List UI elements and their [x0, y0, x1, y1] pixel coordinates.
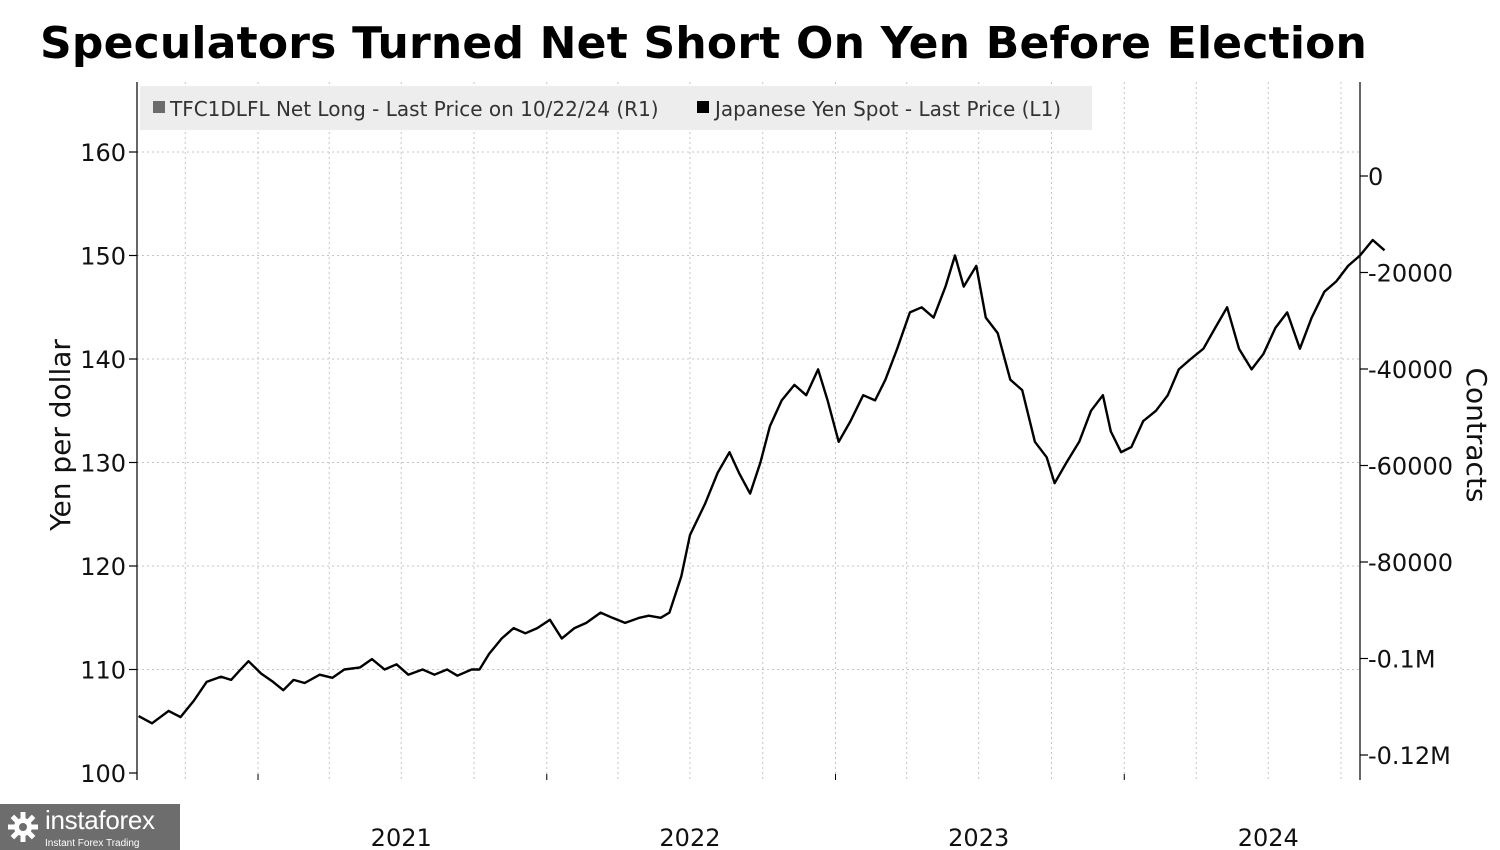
legend-swatch-bars	[153, 101, 165, 113]
tick-labels: 100 110 120 130 140 150 160 0 -20000 -40000 -60000…	[80, 139, 1453, 850]
right-axis-label: Contracts	[1460, 367, 1493, 502]
chart-title: Speculators Turned Net Short On Yen Befo…	[40, 18, 1368, 69]
grid	[137, 82, 1360, 780]
legend-label-line: Japanese Yen Spot - Last Price (L1)	[713, 97, 1061, 121]
left-tick-label: 100	[80, 760, 126, 788]
right-tick-label: 0	[1368, 163, 1383, 191]
left-tick-label: 140	[80, 346, 126, 374]
legend-background	[140, 86, 1092, 130]
watermark-brand: instaforex	[45, 805, 155, 835]
left-tick-label: 150	[80, 243, 126, 271]
right-tick-label: -40000	[1368, 356, 1453, 384]
x-tick-label: 2021	[371, 824, 432, 850]
left-tick-label: 110	[80, 657, 126, 685]
legend-swatch-line	[697, 101, 709, 113]
yen-line-layer	[138, 238, 1386, 725]
left-axis-label: Yen per dollar	[44, 339, 77, 532]
watermark-logo: instaforex Instant Forex Trading	[0, 804, 180, 850]
left-tick-label: 120	[80, 553, 126, 581]
right-tick-label: -0.12M	[1368, 742, 1451, 770]
x-tick-label: 2024	[1238, 824, 1299, 850]
right-tick-label: -20000	[1368, 260, 1453, 288]
gear-logo-icon	[8, 812, 38, 842]
yen-spot-line	[138, 238, 1386, 725]
x-tick-label: 2022	[659, 824, 720, 850]
watermark-tagline: Instant Forex Trading	[45, 838, 140, 849]
watermark-text: instaforex Instant Forex Trading	[45, 805, 155, 849]
x-tick-label: 2023	[948, 824, 1009, 850]
left-tick-label: 130	[80, 450, 126, 478]
axes	[136, 82, 1361, 780]
right-tick-label: -80000	[1368, 549, 1453, 577]
right-tick-label: -0.1M	[1368, 646, 1436, 674]
legend-label-bars: TFC1DLFL Net Long - Last Price on 10/22/…	[169, 97, 659, 121]
left-tick-label: 160	[80, 139, 126, 167]
right-tick-label: -60000	[1368, 453, 1453, 481]
legend: TFC1DLFL Net Long - Last Price on 10/22/…	[140, 86, 1092, 130]
